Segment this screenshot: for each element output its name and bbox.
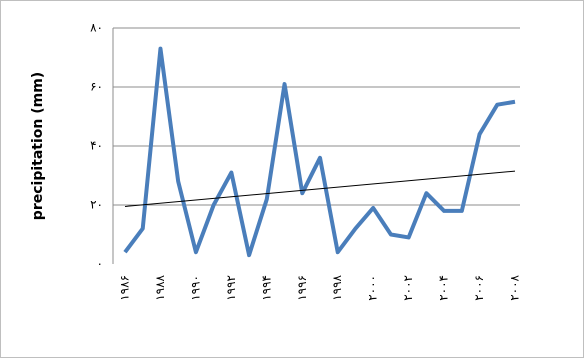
x-tick-label: ۱۹۹۲: [224, 275, 238, 301]
x-tick-label: ۲۰۰۰: [366, 275, 380, 301]
trend-line: [124, 170, 516, 207]
x-tick-label: ۲۰۰۴: [437, 275, 451, 301]
x-tick-label: ۱۹۹۰: [188, 275, 202, 301]
x-tick-label: ۲۰۰۸: [508, 274, 522, 300]
y-tick-label: ۴۰: [90, 139, 103, 153]
x-tick-label: ۱۹۹۶: [295, 275, 309, 301]
y-tick-label: ۰: [97, 257, 103, 271]
y-tick-label: ۸۰: [90, 21, 103, 35]
y-tick-label: ۲۰: [90, 198, 103, 212]
y-axis-label: precipitation (mm): [30, 72, 46, 220]
data-line: [123, 46, 516, 258]
x-tick-label: ۲۰۰۶: [472, 275, 486, 301]
y-tick-label: ۶۰: [90, 80, 103, 94]
x-tick-label: ۱۹۹۴: [259, 275, 273, 301]
x-tick-label: ۱۹۸۶: [118, 275, 132, 301]
x-tick-label: ۱۹۸۸: [153, 274, 167, 300]
x-tick-label: ۲۰۰۲: [401, 275, 415, 301]
x-tick-label: ۱۹۹۸: [330, 274, 344, 300]
